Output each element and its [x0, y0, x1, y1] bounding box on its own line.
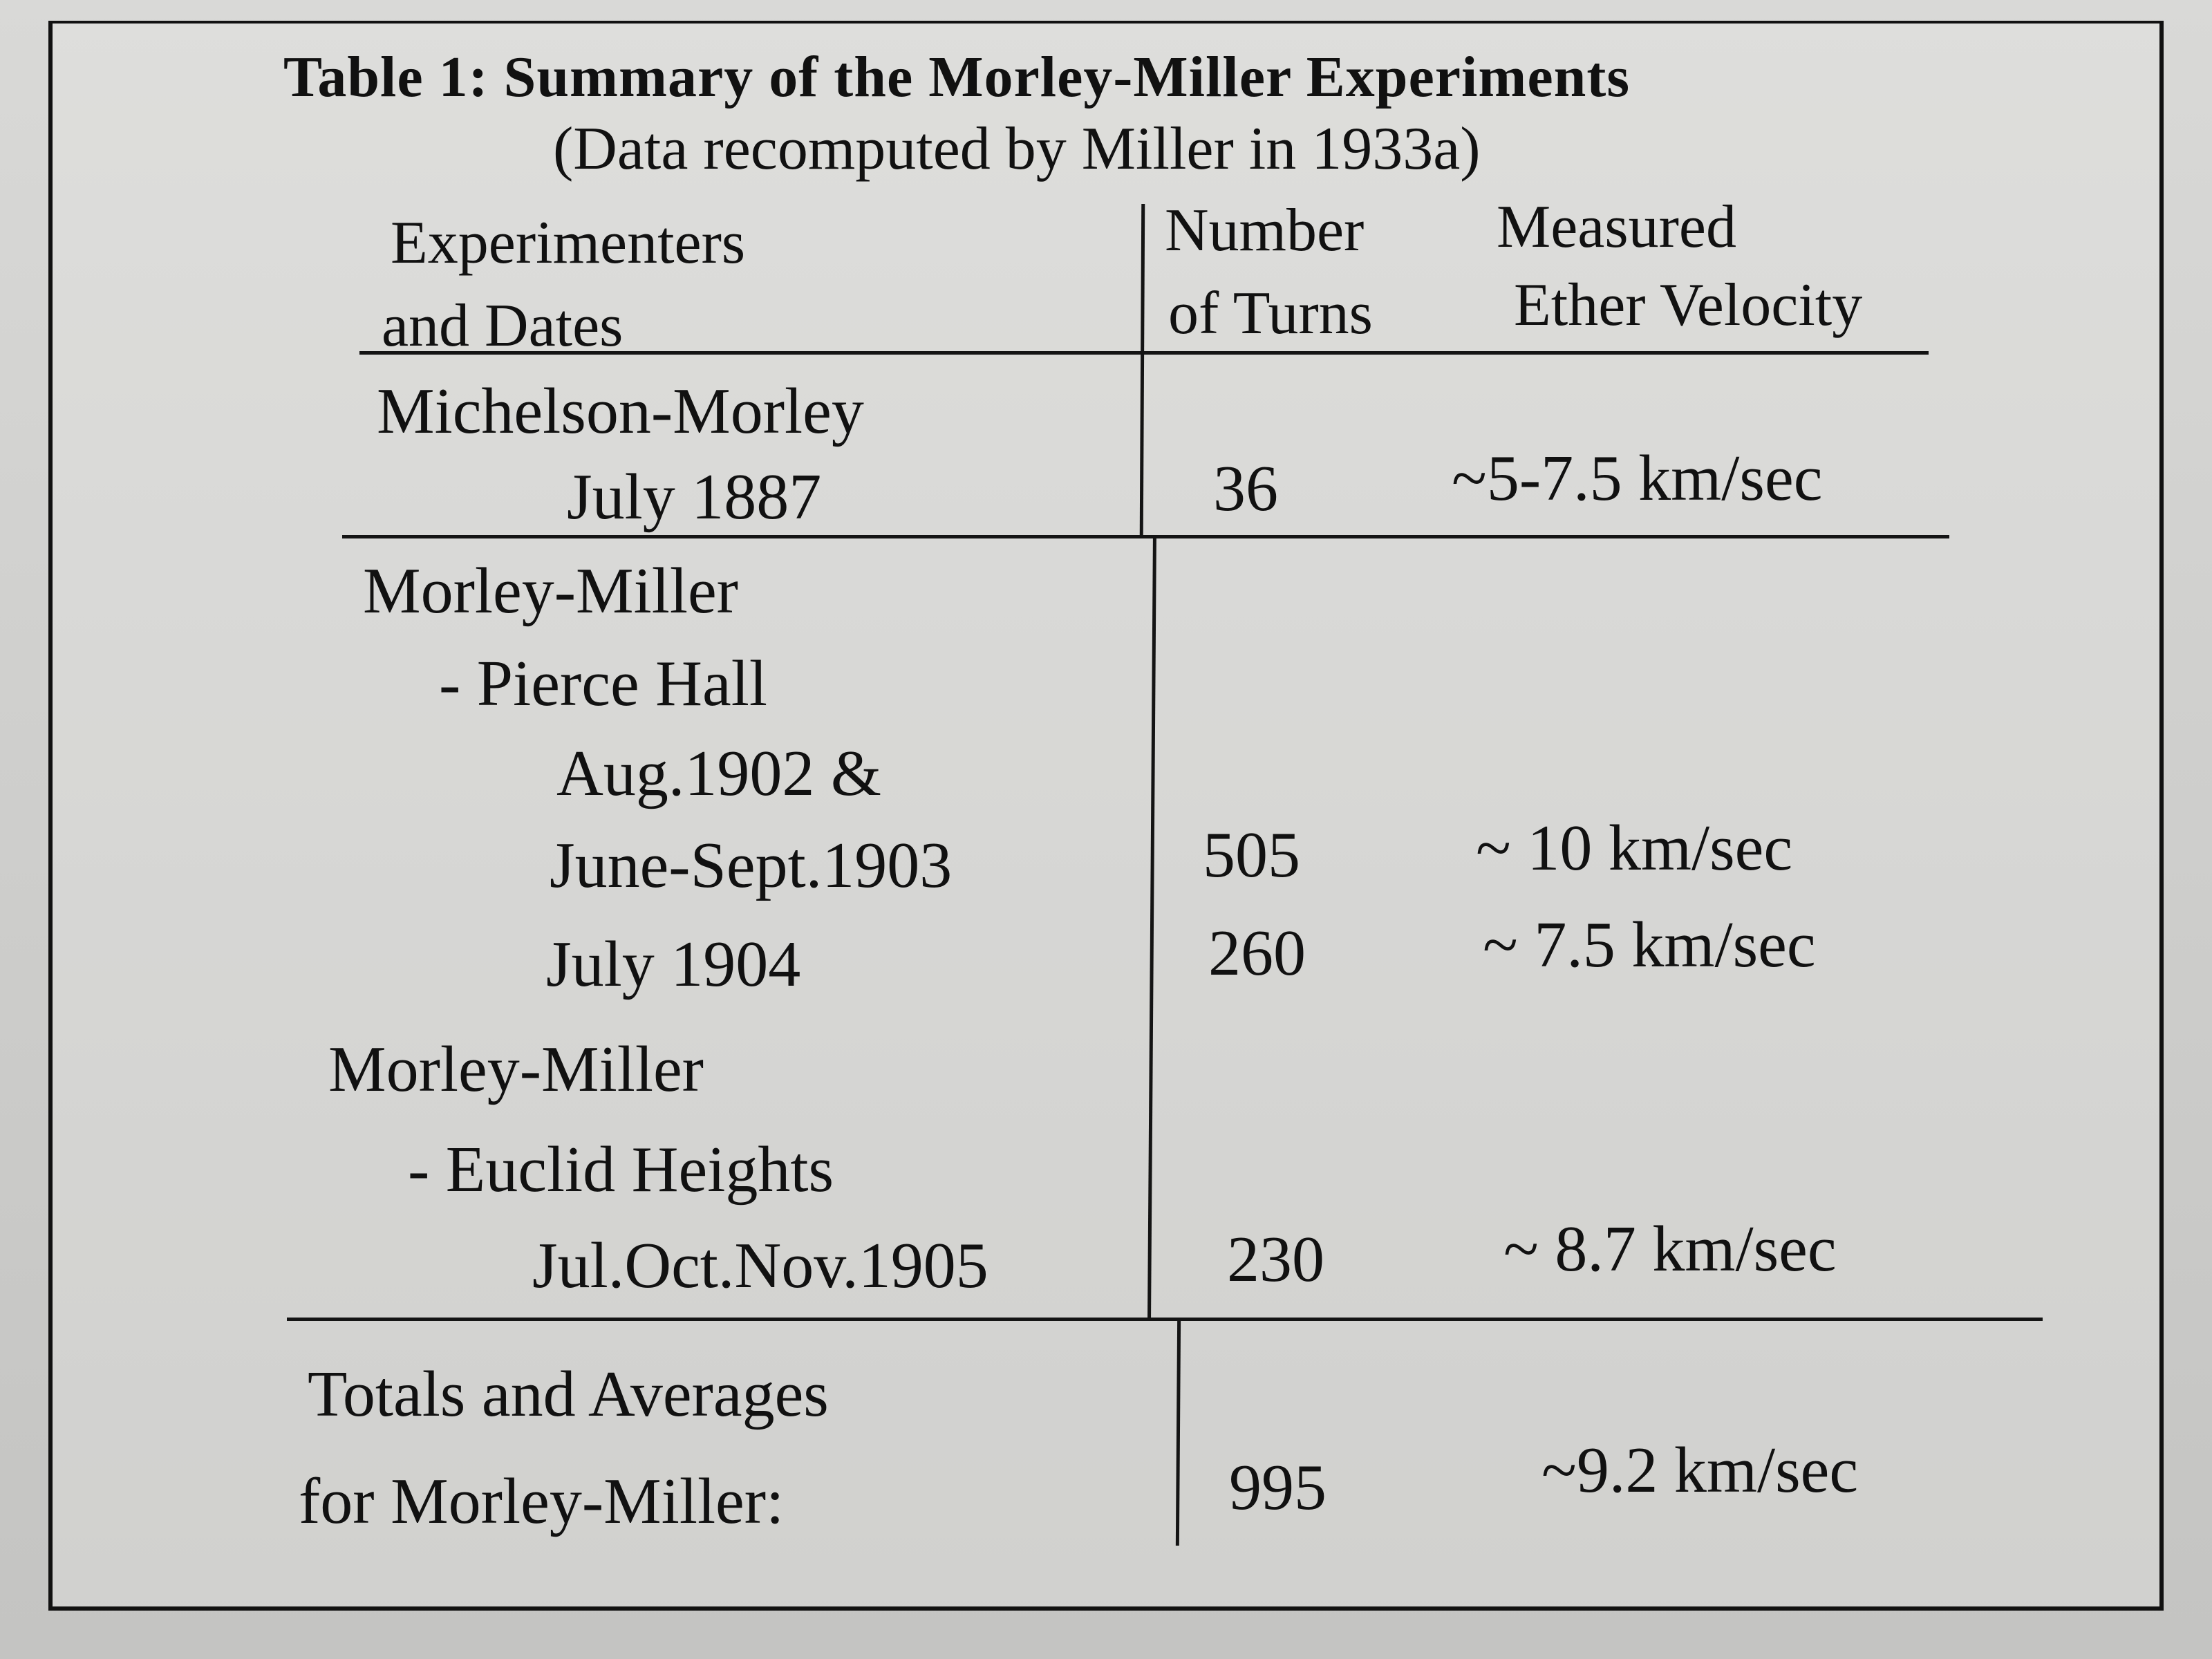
totals-label-line-1: Totals and Averages	[308, 1358, 829, 1430]
header-and-dates: and Dates	[382, 292, 624, 359]
euclid-site-name: - Euclid Heights	[408, 1134, 834, 1206]
euclid-velocity: ~ 8.7 km/sec	[1503, 1213, 1837, 1285]
totals-label-line-2: for Morley-Miller:	[299, 1465, 785, 1537]
header-ether-velocity: Ether Velocity	[1514, 272, 1863, 339]
header-measured: Measured	[1497, 194, 1736, 261]
totals-velocity: ~9.2 km/sec	[1541, 1434, 1859, 1506]
michelson-morley-date: July 1887	[567, 461, 822, 533]
pierce-velocity-2: ~ 7.5 km/sec	[1483, 909, 1816, 981]
pierce-turns-2: 260	[1208, 917, 1306, 989]
michelson-morley-velocity: ~5-7.5 km/sec	[1452, 442, 1823, 514]
euclid-date: Jul.Oct.Nov.1905	[532, 1230, 988, 1302]
totals-turns: 995	[1229, 1452, 1327, 1524]
table-frame	[48, 21, 2164, 1611]
pierce-group-name: Morley-Miller	[363, 555, 738, 627]
pierce-date-3: July 1904	[546, 928, 801, 1000]
table-subtitle: (Data recomputed by Miller in 1933a)	[553, 115, 1481, 182]
michelson-morley-name: Michelson-Morley	[377, 375, 864, 447]
pierce-turns-1: 505	[1203, 819, 1300, 891]
header-experimenters: Experimenters	[391, 209, 746, 276]
pierce-date-2: June-Sept.1903	[550, 830, 953, 901]
pierce-date-1: Aug.1902 &	[556, 738, 881, 809]
euclid-turns: 230	[1227, 1224, 1324, 1295]
header-of-turns: of Turns	[1168, 280, 1373, 347]
pierce-velocity-1: ~ 10 km/sec	[1476, 812, 1793, 884]
table-title: Table 1: Summary of the Morley-Miller Ex…	[283, 45, 1631, 109]
euclid-group-name: Morley-Miller	[328, 1033, 704, 1105]
pierce-site-name: - Pierce Hall	[439, 648, 768, 720]
row-rule-1	[342, 535, 1949, 538]
michelson-morley-turns: 36	[1213, 453, 1278, 525]
header-number: Number	[1165, 197, 1365, 264]
row-rule-2	[287, 1318, 2043, 1321]
